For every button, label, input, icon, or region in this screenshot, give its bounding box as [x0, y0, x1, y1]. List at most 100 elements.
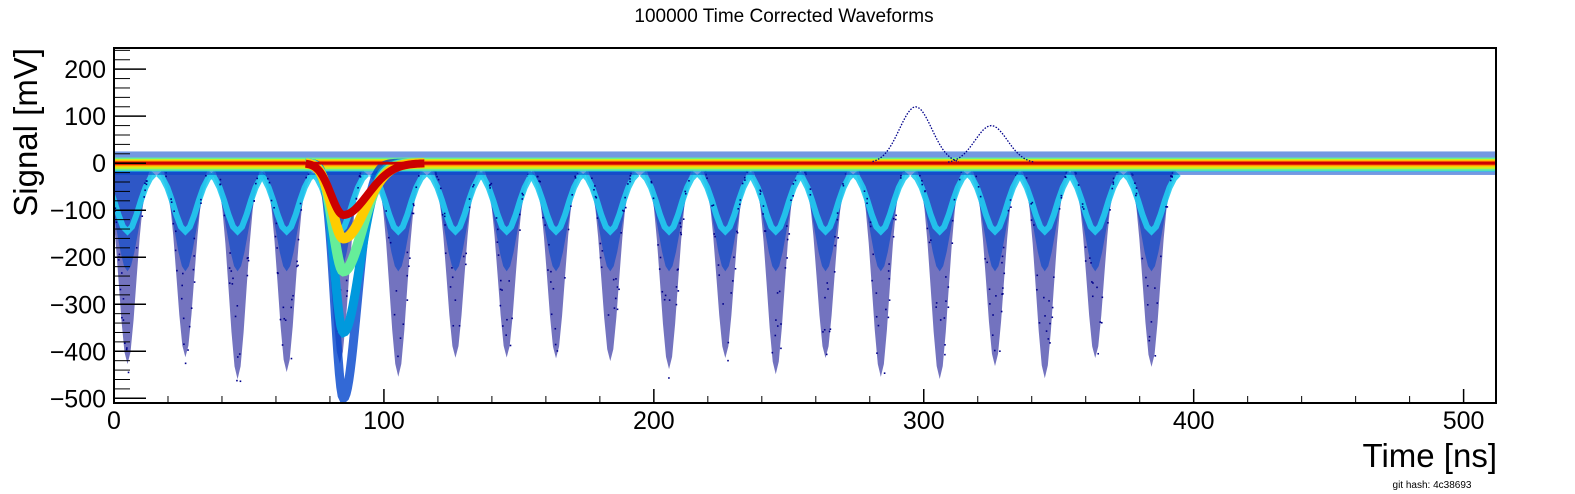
plot-area [114, 106, 1496, 403]
afterpulse-band [1066, 171, 1125, 236]
scatter-point [1007, 209, 1010, 212]
scatter-point [1134, 182, 1136, 184]
scatter-point [406, 274, 409, 277]
scatter-point [629, 174, 632, 177]
scatter-point [945, 276, 947, 278]
afterpulse-band [1015, 171, 1075, 236]
scatter-point [762, 213, 764, 215]
scatter-point [355, 198, 358, 200]
scatter-point [219, 178, 222, 181]
scatter-point [823, 328, 826, 331]
scatter-point [236, 305, 239, 307]
scatter-point [1090, 262, 1092, 264]
scatter-point [234, 315, 237, 318]
scatter-point [187, 349, 189, 351]
scatter-point [629, 178, 631, 180]
scatter-point [402, 323, 405, 325]
scatter-point [145, 183, 148, 186]
afterpulse-band [477, 171, 536, 236]
scatter-point [1135, 194, 1137, 197]
afterpulse-mid [644, 165, 694, 272]
scatter-point [594, 185, 596, 187]
scatter-point [444, 252, 447, 255]
afterpulse-band [257, 171, 316, 236]
scatter-point [792, 195, 794, 197]
scatter-point [1015, 174, 1017, 176]
scatter-point [1053, 276, 1055, 278]
scatter-point [1033, 224, 1035, 226]
scatter-point [739, 199, 742, 201]
scatter-point [144, 189, 146, 192]
scatter-point [599, 256, 602, 259]
scatter-point [1058, 208, 1061, 210]
scatter-point [875, 292, 878, 294]
scatter-point [939, 319, 942, 321]
scatter-point [992, 314, 994, 316]
scatter-point [786, 257, 788, 259]
scatter-point [418, 175, 420, 177]
scatter-point [495, 217, 498, 219]
scatter-point [519, 229, 521, 231]
scatter-point [730, 292, 732, 294]
afterpulse-mid [801, 165, 850, 272]
scatter-point [462, 255, 465, 258]
scatter-point [441, 213, 444, 216]
scatter-point [743, 176, 746, 179]
scatter-point [395, 290, 398, 292]
scatter-point [229, 252, 231, 254]
scatter-point [506, 318, 508, 321]
scatter-point [786, 225, 788, 227]
scatter-point [888, 277, 891, 280]
scatter-point [663, 298, 666, 301]
scatter-point [988, 288, 991, 291]
scatter-point [297, 264, 299, 267]
scatter-point [928, 241, 931, 244]
scatter-point [1049, 342, 1051, 344]
scatter-point [717, 264, 720, 266]
scatter-point [650, 181, 653, 184]
scatter-point [842, 184, 845, 187]
scatter-point [986, 261, 988, 264]
scatter-point [550, 281, 552, 283]
scatter-point [877, 324, 880, 327]
scatter-point [892, 235, 895, 238]
scatter-point [256, 177, 258, 180]
scatter-point [629, 180, 631, 183]
scatter-point [1038, 322, 1041, 324]
afterpulse-lobe [257, 165, 316, 373]
afterpulse-mid [531, 165, 581, 272]
scatter-point [193, 255, 195, 257]
afterpulse-band [965, 171, 1025, 236]
scatter-point [786, 238, 789, 241]
scatter-point [443, 212, 446, 215]
scatter-point [357, 186, 359, 189]
scatter-point [124, 342, 126, 345]
scatter-point [501, 325, 504, 327]
scatter-point [385, 210, 387, 212]
scatter-point [732, 280, 734, 282]
y-tick-label: −100 [50, 197, 106, 225]
scatter-point [1112, 177, 1115, 180]
afterpulse-band [639, 171, 699, 236]
scatter-point [268, 181, 271, 184]
scatter-point [1091, 295, 1094, 298]
afterpulse-band [156, 171, 215, 236]
scatter-point [809, 188, 812, 190]
scatter-point [624, 206, 627, 209]
scatter-point [219, 183, 221, 186]
scatter-point [114, 207, 117, 210]
scatter-point [834, 244, 836, 247]
scatter-point [247, 257, 249, 259]
chart-title: 100000 Time Corrected Waveforms [634, 6, 933, 27]
scatter-point [836, 212, 839, 214]
afterpulse-mid [856, 165, 906, 272]
scatter-point [490, 182, 493, 185]
afterpulse-band [1122, 171, 1181, 236]
afterpulse-lobe [1015, 165, 1075, 379]
scatter-point [875, 315, 878, 318]
scatter-point [283, 317, 286, 320]
scatter-point [945, 300, 947, 302]
scatter-point [468, 206, 471, 209]
scatter-point [780, 347, 782, 350]
scatter-point [1084, 246, 1087, 248]
